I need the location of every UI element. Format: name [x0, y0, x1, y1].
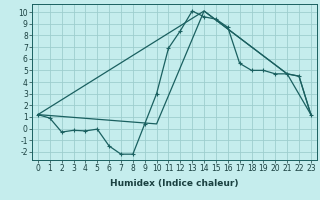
X-axis label: Humidex (Indice chaleur): Humidex (Indice chaleur)	[110, 179, 239, 188]
